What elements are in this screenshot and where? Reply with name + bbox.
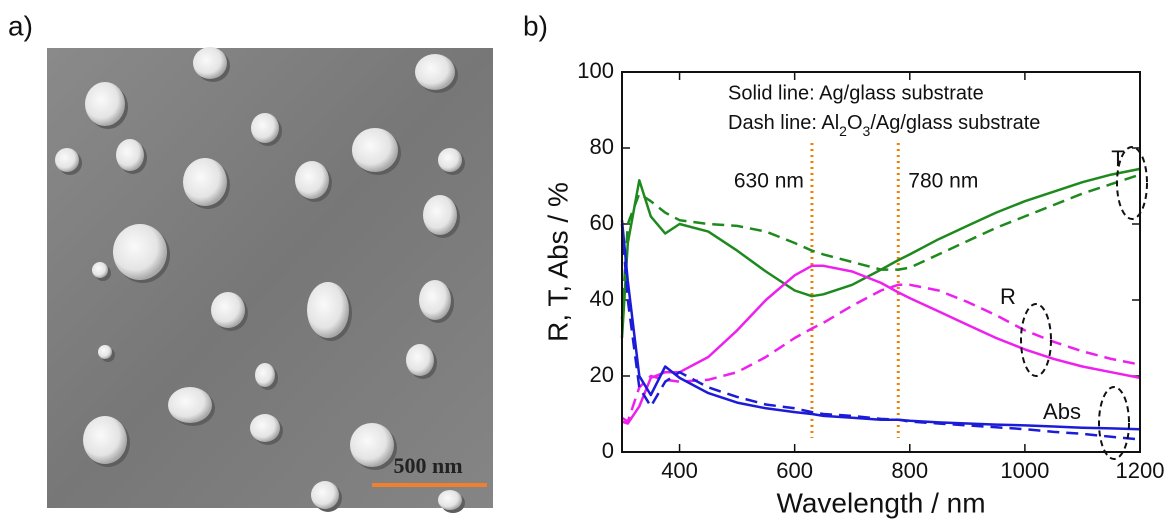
particle bbox=[85, 82, 125, 126]
y-tick-label: 40 bbox=[590, 286, 614, 311]
data-line bbox=[620, 167, 1141, 339]
note-part: /Ag/glass substrate bbox=[870, 112, 1040, 134]
chart: 0 20 40 60 80 100 400 600 800 1000 1200 630 nm 780 n… bbox=[542, 58, 1164, 519]
note-part: O bbox=[847, 112, 863, 134]
data-line bbox=[620, 173, 1141, 320]
note: Dash line: Al2O3/Ag/glass substrate bbox=[728, 112, 1040, 138]
particle bbox=[83, 416, 127, 464]
scale-bar-label: 500 nm bbox=[393, 453, 462, 478]
particle bbox=[92, 262, 108, 278]
particle bbox=[168, 387, 212, 423]
particle bbox=[438, 148, 462, 172]
particle bbox=[352, 128, 398, 172]
particle bbox=[438, 490, 462, 510]
micrograph bbox=[47, 47, 493, 513]
particle bbox=[113, 224, 167, 280]
reference-label: 630 nm bbox=[734, 170, 804, 193]
curve-label: Abs bbox=[1043, 399, 1081, 424]
callout-ellipse bbox=[1116, 146, 1148, 220]
callout-ellipse bbox=[1020, 303, 1052, 377]
particle bbox=[251, 113, 279, 143]
particle bbox=[183, 158, 227, 206]
particle bbox=[423, 195, 457, 235]
panel-label: a) bbox=[8, 10, 33, 41]
callout-ellipse bbox=[1098, 386, 1130, 460]
particle bbox=[116, 139, 144, 171]
particle bbox=[193, 47, 227, 79]
note-part: 2 bbox=[839, 123, 847, 139]
x-axis-label: Wavelength / nm bbox=[776, 487, 985, 518]
curve-label: R bbox=[1000, 284, 1016, 309]
particle bbox=[406, 344, 434, 376]
plot-frame bbox=[621, 71, 1141, 453]
particle bbox=[307, 282, 349, 338]
y-tick-label: 80 bbox=[590, 134, 614, 159]
particle bbox=[211, 292, 245, 328]
particle bbox=[98, 345, 112, 359]
x-tick-label: 600 bbox=[776, 458, 813, 483]
y-tick-label: 0 bbox=[602, 438, 614, 463]
curve-label: T bbox=[1111, 146, 1124, 171]
data-line bbox=[620, 220, 1141, 431]
particle bbox=[419, 280, 451, 320]
particle bbox=[295, 161, 329, 199]
x-tick-label: 1200 bbox=[1116, 458, 1165, 483]
y-tick-label: 20 bbox=[590, 362, 614, 387]
particle bbox=[255, 363, 275, 387]
particle bbox=[350, 423, 394, 467]
panel-label: b) bbox=[523, 10, 548, 41]
particle bbox=[55, 148, 79, 172]
note-part: Dash line: Al bbox=[728, 112, 839, 134]
y-tick-label: 60 bbox=[590, 210, 614, 235]
x-tick-label: 800 bbox=[891, 458, 928, 483]
x-tick-label: 1000 bbox=[1000, 458, 1049, 483]
y-tick-label: 100 bbox=[577, 58, 614, 83]
particle bbox=[311, 481, 339, 509]
x-tick-label: 400 bbox=[661, 458, 698, 483]
particle bbox=[415, 54, 455, 90]
note-part: 3 bbox=[863, 123, 871, 139]
data-line bbox=[620, 223, 1141, 441]
particle bbox=[250, 414, 280, 442]
note: Solid line: Ag/glass substrate bbox=[728, 82, 984, 104]
reference-label: 780 nm bbox=[908, 170, 978, 193]
y-axis-label: R, T, Abs / % bbox=[542, 182, 573, 342]
